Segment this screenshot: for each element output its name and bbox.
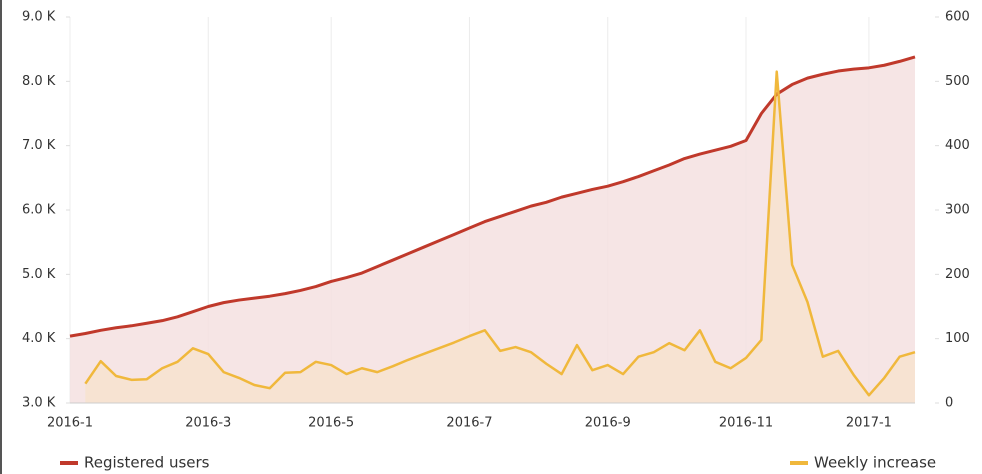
y2-tick-label: 600 [945,10,970,25]
y-tick-label: 4.0 K [22,331,56,346]
y2-tick-label: 100 [945,331,970,346]
legend-label: Registered users [84,454,210,472]
lines [69,55,916,397]
y2-tick-label: 400 [945,138,970,153]
series-line [84,70,916,397]
y-tick-label: 9.0 K [22,10,56,25]
areas [70,56,915,404]
x-tick-label: 2016-7 [446,416,492,431]
y2-tick-label: 200 [945,267,970,282]
y-tick-label: 6.0 K [22,203,56,218]
axes: 2016-1 2016-3 2016-5 2016-7 2016-9 2016-11 201… [22,10,970,431]
x-tick-label: 2017-1 [846,416,892,431]
y2-tick-label: 500 [945,74,970,89]
y-tick-label: 7.0 K [22,138,56,153]
area [70,56,915,404]
x-tick-label: 2016-11 [719,416,773,431]
legend: Registered users Weekly increase [60,454,936,472]
y-tick-label: 3.0 K [22,396,56,411]
x-tick-label: 2016-3 [185,416,231,431]
y2-tick-label: 300 [945,203,970,218]
area [85,71,915,403]
x-tick-label: 2016-1 [47,416,93,431]
legend-label: Weekly increase [814,454,936,472]
y-tick-label: 8.0 K [22,74,56,89]
y2-tick-label: 0 [945,396,953,411]
x-tick-label: 2016-5 [308,416,354,431]
y-tick-label: 5.0 K [22,267,56,282]
x-tick-label: 2016-9 [585,416,631,431]
